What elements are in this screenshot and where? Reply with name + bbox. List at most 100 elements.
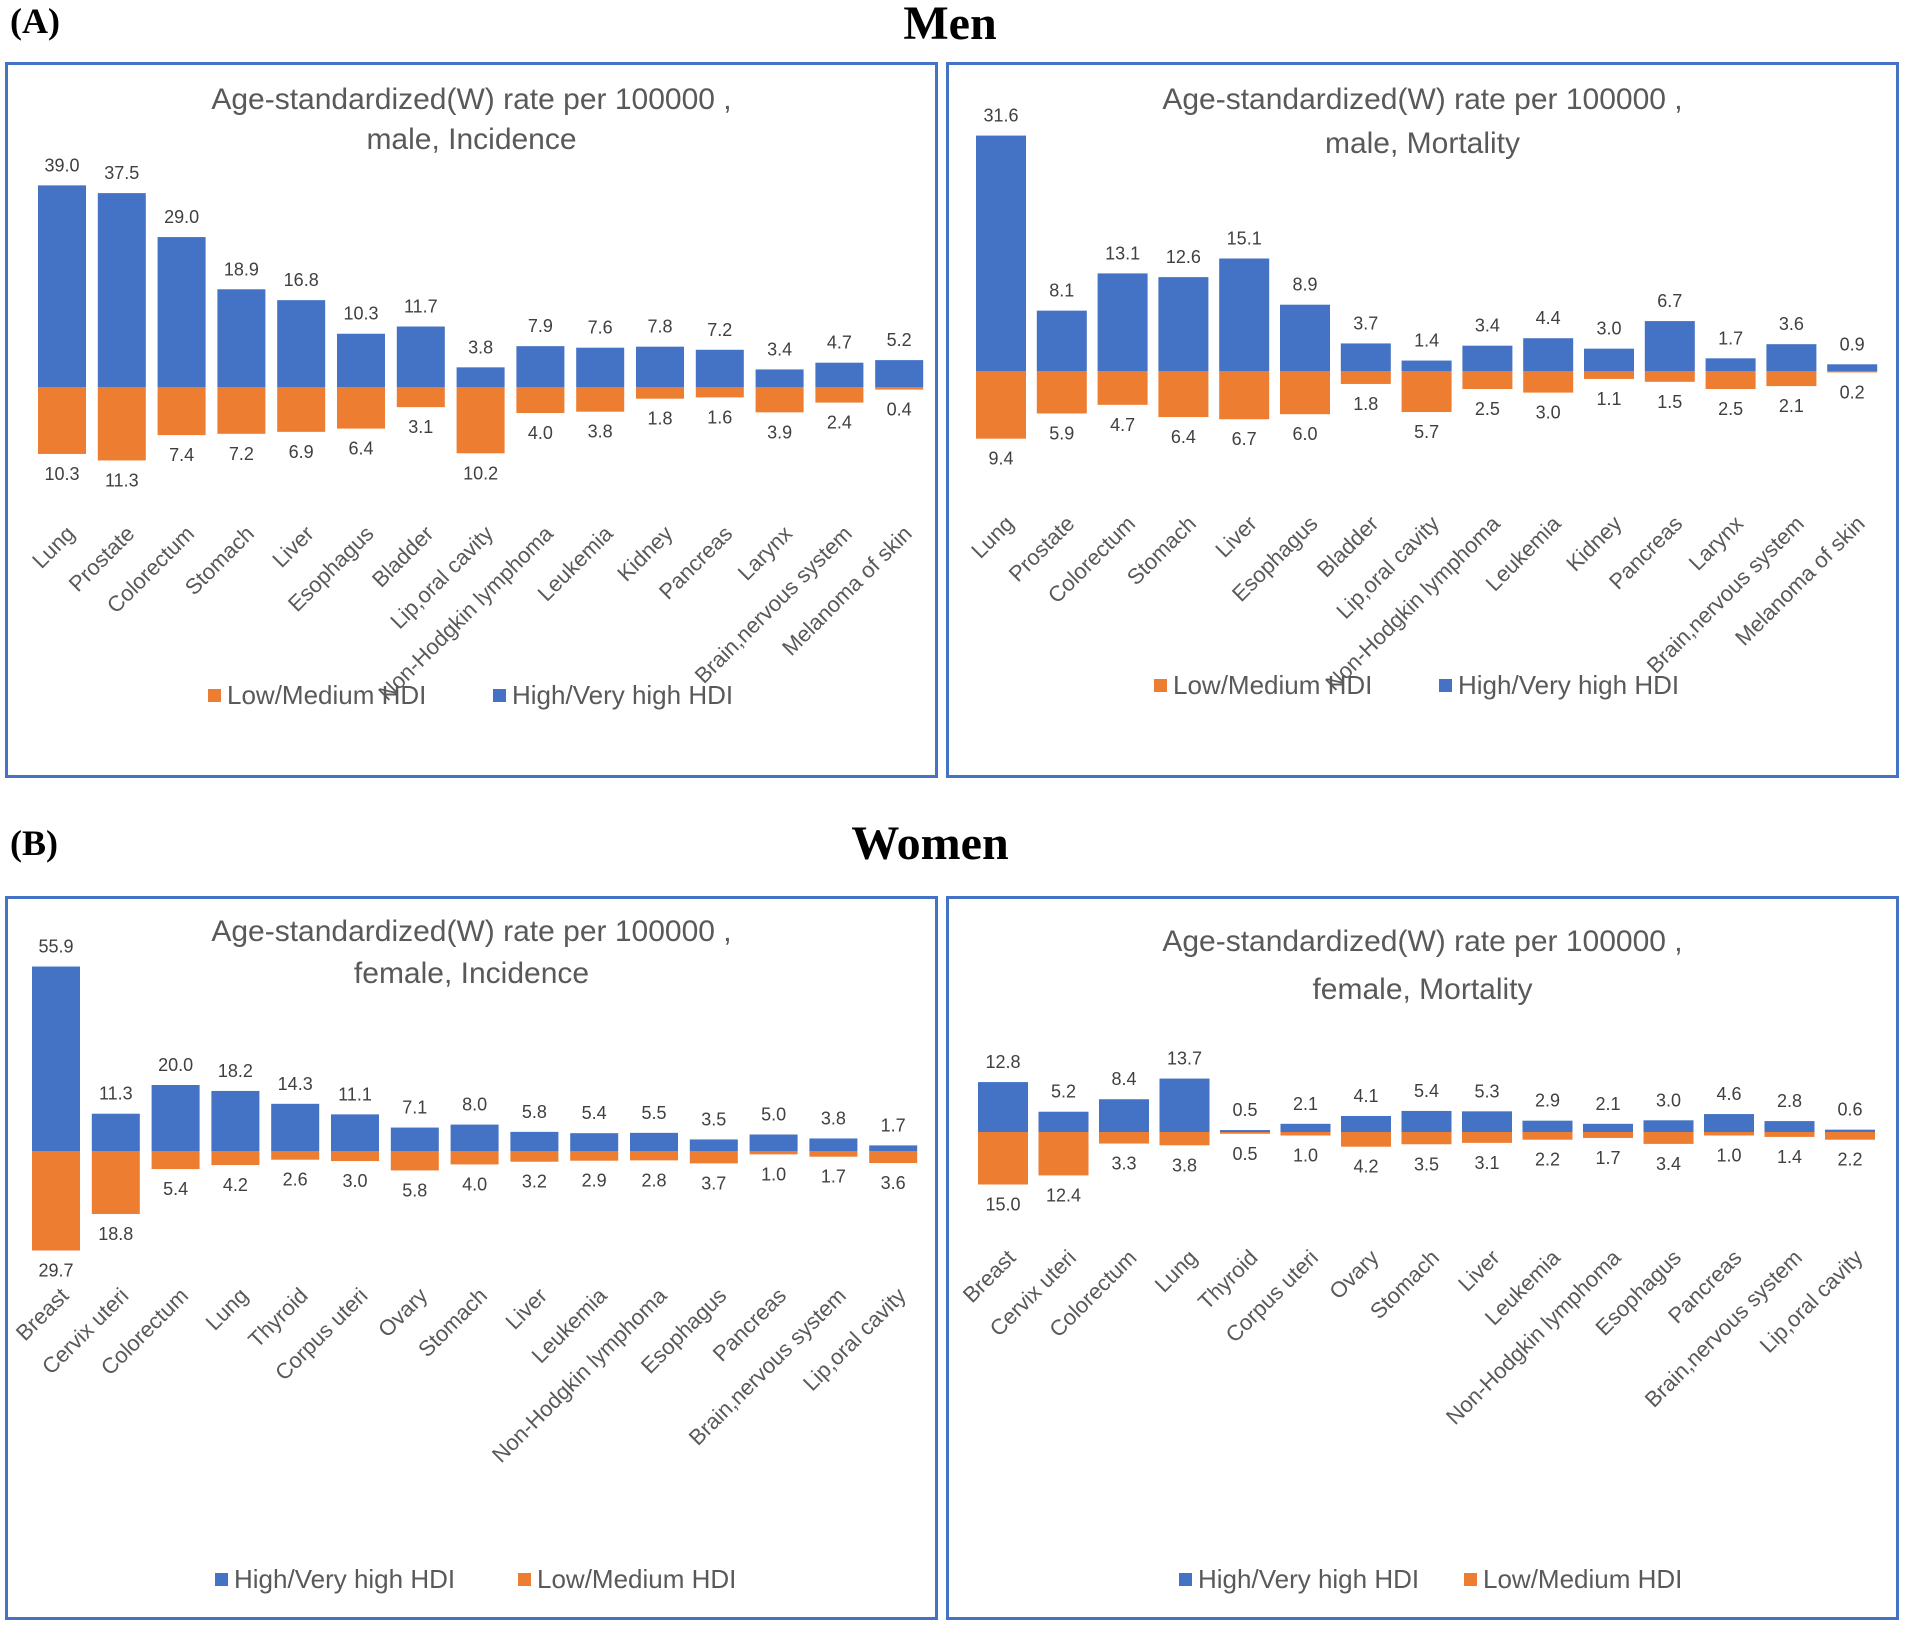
data-label-high-thyroid: 0.5 bbox=[1232, 1100, 1257, 1120]
bar-low-thyroid bbox=[1220, 1132, 1270, 1134]
bar-high-breast bbox=[32, 966, 80, 1151]
bar-high-brain-nervous-system bbox=[1764, 1121, 1815, 1132]
bar-low-breast bbox=[978, 1132, 1028, 1185]
bar-high-colorectum bbox=[1099, 1099, 1149, 1132]
data-label-low-stomach: 6.4 bbox=[1171, 427, 1196, 447]
bar-high-leukemia bbox=[576, 347, 625, 387]
bar-low-liver bbox=[510, 1151, 559, 1162]
category-label-lung: Lung bbox=[201, 1283, 253, 1335]
bar-low-corpus-uteri bbox=[331, 1151, 379, 1162]
data-label-high-corpus-uteri: 11.1 bbox=[338, 1084, 372, 1104]
bar-low-ovary bbox=[1341, 1132, 1391, 1147]
data-label-low-stomach: 4.0 bbox=[462, 1174, 487, 1194]
bar-high-esophagus bbox=[337, 333, 385, 387]
data-label-low-pancreas: 1.0 bbox=[1716, 1146, 1741, 1166]
chart-title-line-1: Age-standardized(W) rate per 100000 , bbox=[1162, 925, 1682, 958]
bar-high-corpus-uteri bbox=[1280, 1123, 1331, 1132]
data-label-high-kidney: 3.0 bbox=[1596, 319, 1621, 339]
data-label-low-prostate: 5.9 bbox=[1049, 423, 1074, 443]
data-label-high-leukemia: 2.9 bbox=[1535, 1091, 1560, 1111]
bar-high-lip-oral-cavity bbox=[456, 367, 505, 387]
legend-swatch-high-very-high-hdi bbox=[215, 1573, 228, 1586]
data-label-low-brain-nervous-system: 2.4 bbox=[827, 413, 852, 433]
bar-low-brain-nervous-system bbox=[1764, 1132, 1815, 1137]
data-label-high-bladder: 3.7 bbox=[1353, 313, 1378, 333]
data-label-low-larynx: 3.9 bbox=[767, 422, 792, 442]
bar-low-prostate bbox=[1036, 371, 1087, 414]
data-label-high-liver: 16.8 bbox=[284, 270, 319, 290]
data-label-high-thyroid: 14.3 bbox=[278, 1074, 313, 1094]
data-label-low-thyroid: 0.5 bbox=[1232, 1144, 1257, 1164]
bar-low-non-hodgkin-lymphoma bbox=[516, 387, 565, 413]
legend-label-low-medium-hdi: Low/Medium HDI bbox=[537, 1564, 736, 1594]
data-label-low-breast: 29.7 bbox=[38, 1260, 73, 1280]
bar-low-esophagus bbox=[1280, 371, 1330, 415]
bar-low-melanoma-of-skin bbox=[1827, 371, 1878, 373]
data-label-low-lip-oral-cavity: 10.2 bbox=[463, 463, 498, 483]
data-label-high-melanoma-of-skin: 0.9 bbox=[1840, 334, 1865, 354]
bar-low-brain-nervous-system bbox=[809, 1151, 858, 1157]
data-label-low-colorectum: 4.7 bbox=[1110, 415, 1135, 435]
bar-high-liver bbox=[277, 300, 326, 387]
category-label-lung: Lung bbox=[1150, 1245, 1202, 1297]
bar-low-pancreas bbox=[1704, 1132, 1754, 1136]
data-label-low-liver: 6.7 bbox=[1232, 429, 1257, 449]
bar-high-pancreas bbox=[749, 1134, 798, 1151]
bar-low-esophagus bbox=[1643, 1132, 1694, 1144]
bar-high-larynx bbox=[1705, 358, 1756, 371]
chart-title-line-1: Age-standardized(W) rate per 100000 , bbox=[211, 915, 731, 948]
data-label-low-kidney: 1.8 bbox=[647, 409, 672, 429]
bar-low-pancreas bbox=[749, 1151, 798, 1155]
chart-title-line-2: male, Incidence bbox=[366, 123, 576, 156]
data-label-high-pancreas: 5.0 bbox=[761, 1105, 786, 1125]
data-label-low-larynx: 2.5 bbox=[1718, 399, 1743, 419]
section-a-label: (A) bbox=[10, 1, 60, 41]
category-label-lip-oral-cavity: Lip,oral cavity bbox=[385, 521, 498, 634]
bar-low-thyroid bbox=[271, 1151, 320, 1160]
data-label-low-prostate: 11.3 bbox=[105, 470, 139, 490]
data-label-low-ovary: 5.8 bbox=[402, 1180, 427, 1200]
data-label-low-stomach: 3.5 bbox=[1414, 1154, 1439, 1174]
bar-low-colorectum bbox=[151, 1151, 200, 1170]
data-label-low-liver: 3.1 bbox=[1474, 1153, 1499, 1173]
bar-low-kidney bbox=[636, 387, 684, 399]
data-label-high-brain-nervous-system: 3.6 bbox=[1779, 314, 1804, 334]
data-label-high-esophagus: 3.5 bbox=[701, 1109, 726, 1129]
data-label-high-colorectum: 20.0 bbox=[158, 1055, 193, 1075]
data-label-low-leukemia: 2.9 bbox=[582, 1171, 607, 1191]
bar-high-non-hodgkin-lymphoma bbox=[1583, 1123, 1633, 1132]
bar-low-stomach bbox=[1401, 1132, 1452, 1145]
data-label-low-melanoma-of-skin: 0.2 bbox=[1840, 382, 1865, 402]
data-label-low-pancreas: 1.0 bbox=[761, 1164, 786, 1184]
bar-high-lung bbox=[211, 1090, 260, 1151]
data-label-high-leukemia: 5.4 bbox=[582, 1103, 607, 1123]
bar-high-non-hodgkin-lymphoma bbox=[1462, 345, 1513, 371]
data-label-high-esophagus: 3.0 bbox=[1656, 1090, 1681, 1110]
data-label-low-corpus-uteri: 1.0 bbox=[1293, 1146, 1318, 1166]
bar-high-lung bbox=[1159, 1078, 1210, 1132]
bar-high-esophagus bbox=[1280, 304, 1330, 371]
bar-low-esophagus bbox=[337, 387, 385, 429]
data-label-high-lung: 39.0 bbox=[44, 155, 79, 175]
bar-high-melanoma-of-skin bbox=[875, 360, 924, 387]
bar-low-lung bbox=[976, 371, 1026, 439]
data-label-low-kidney: 1.1 bbox=[1596, 389, 1621, 409]
category-label-liver: Liver bbox=[1210, 511, 1261, 562]
bar-low-lip-oral-cavity bbox=[456, 387, 505, 454]
data-label-high-cervix-uteri: 5.2 bbox=[1051, 1082, 1076, 1102]
bar-low-larynx bbox=[755, 387, 804, 413]
bar-low-bladder bbox=[1340, 371, 1391, 384]
bar-low-liver bbox=[277, 387, 326, 432]
bar-high-pancreas bbox=[1644, 321, 1695, 371]
bar-low-cervix-uteri bbox=[1038, 1132, 1089, 1176]
bar-high-non-hodgkin-lymphoma bbox=[516, 346, 565, 387]
bar-low-lip-oral-cavity bbox=[1825, 1132, 1875, 1140]
bar-low-non-hodgkin-lymphoma bbox=[1583, 1132, 1633, 1138]
data-label-high-ovary: 7.1 bbox=[402, 1098, 427, 1118]
data-label-low-liver: 3.2 bbox=[522, 1172, 547, 1192]
bar-high-lung bbox=[976, 135, 1026, 371]
data-label-low-lip-oral-cavity: 3.6 bbox=[881, 1173, 906, 1193]
category-label-liver: Liver bbox=[267, 521, 318, 572]
data-label-low-esophagus: 6.4 bbox=[348, 439, 373, 459]
data-label-low-colorectum: 7.4 bbox=[169, 445, 194, 465]
